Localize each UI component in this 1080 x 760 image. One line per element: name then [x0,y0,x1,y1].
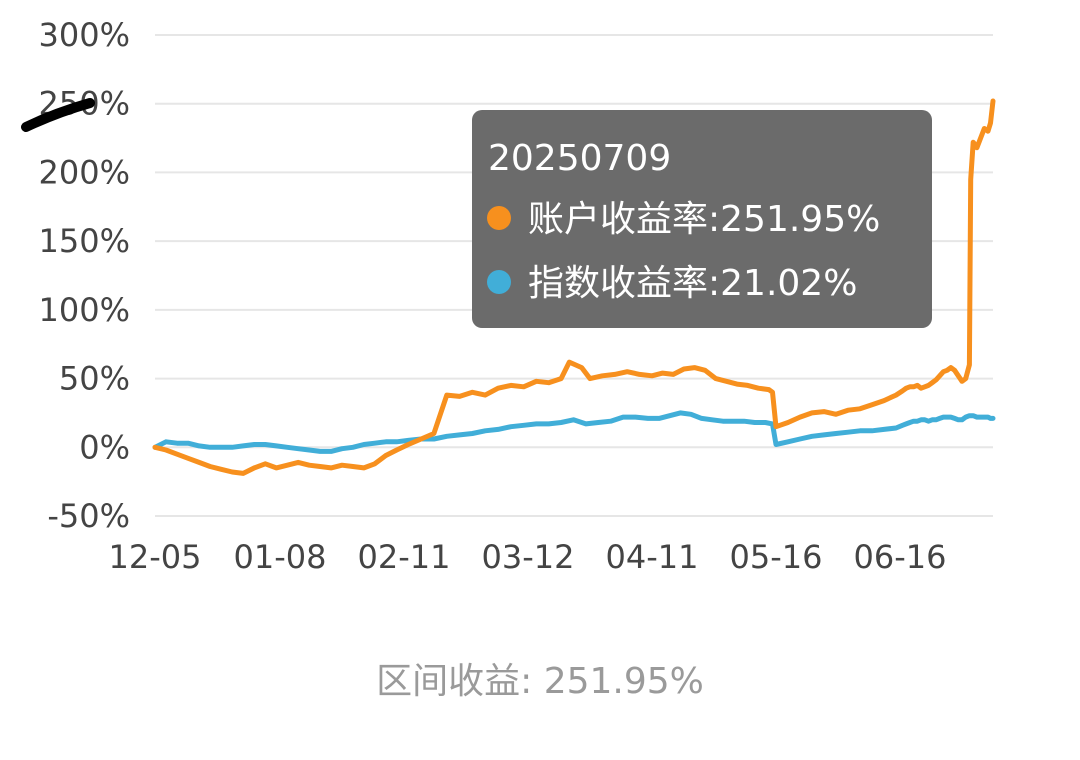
y-tick-label: 200% [39,153,130,191]
y-tick-label: 50% [59,360,130,398]
marker-scribble [21,98,95,132]
y-tick-label: 100% [39,291,130,329]
x-tick-label: 03-12 [482,538,575,576]
y-tick-label: 150% [39,222,130,260]
x-tick-label: 02-11 [358,538,451,576]
summary-text: 区间收益: 251.95% [376,661,704,702]
tooltip-series1-marker [487,206,511,230]
tooltip-background [472,110,932,328]
tooltip-date: 20250709 [488,138,671,179]
tooltip-series1-text: 账户收益率:251.95% [528,199,880,240]
series-lines [152,98,996,476]
tooltip-series2-text: 指数收益率:21.02% [528,263,857,304]
x-tick-label: 04-11 [606,538,699,576]
x-tick-label: 12-05 [109,538,202,576]
y-tick-label: 300% [39,16,130,54]
x-tick-label: 05-16 [730,538,823,576]
y-tick-label: 0% [79,428,130,466]
x-axis: 12-05 01-08 02-11 03-12 04-11 05-16 06-16 [109,538,947,576]
series-index-return-line [152,410,996,454]
x-tick-label: 01-08 [234,538,327,576]
series-account-return-line [152,98,996,476]
tooltip: 20250709 账户收益率:251.95% 指数收益率:21.02% [472,110,932,328]
y-tick-label: -50% [47,497,130,535]
y-axis: 300%250%200%150%100%50%0%-50% [39,16,130,535]
x-tick-label: 06-16 [854,538,947,576]
tooltip-series2-marker [487,270,511,294]
